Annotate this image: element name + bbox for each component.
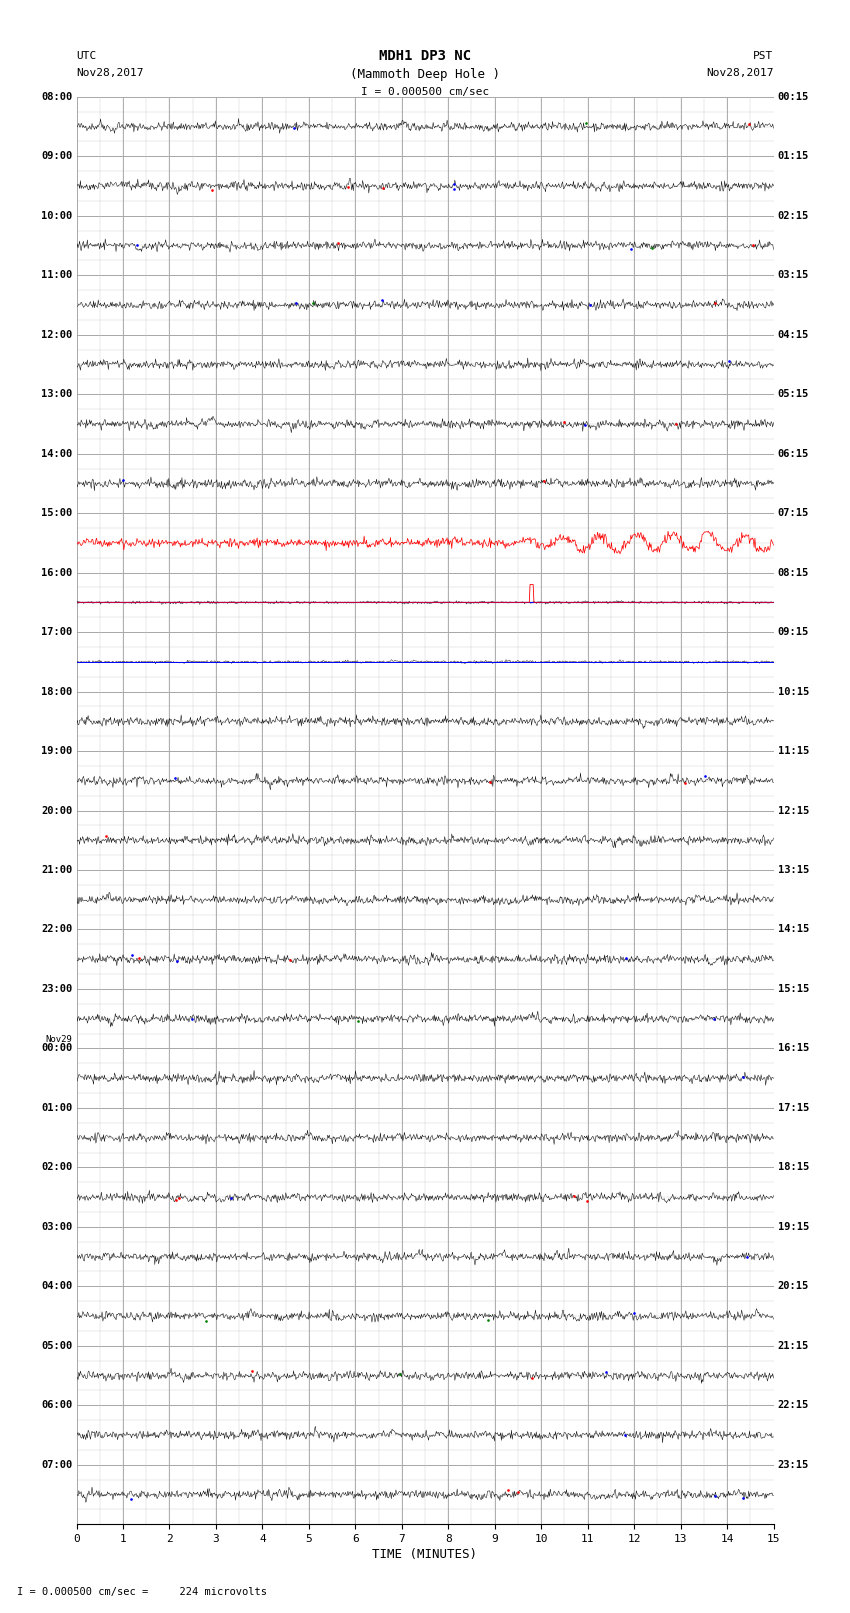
Text: (Mammoth Deep Hole ): (Mammoth Deep Hole ) — [350, 68, 500, 81]
Text: Nov29: Nov29 — [45, 1034, 72, 1044]
Text: 22:00: 22:00 — [41, 924, 72, 934]
Text: 09:15: 09:15 — [778, 627, 809, 637]
Text: 08:00: 08:00 — [41, 92, 72, 102]
Text: 09:00: 09:00 — [41, 152, 72, 161]
Text: 00:15: 00:15 — [778, 92, 809, 102]
Text: 14:15: 14:15 — [778, 924, 809, 934]
Text: I = 0.000500 cm/sec =     224 microvolts: I = 0.000500 cm/sec = 224 microvolts — [17, 1587, 267, 1597]
Text: 13:15: 13:15 — [778, 865, 809, 874]
Text: 12:15: 12:15 — [778, 805, 809, 816]
Text: PST: PST — [753, 52, 774, 61]
Text: 17:00: 17:00 — [41, 627, 72, 637]
Text: 01:00: 01:00 — [41, 1103, 72, 1113]
Text: 03:15: 03:15 — [778, 271, 809, 281]
Text: 19:00: 19:00 — [41, 747, 72, 756]
Text: 08:15: 08:15 — [778, 568, 809, 577]
Text: 16:15: 16:15 — [778, 1044, 809, 1053]
Text: 01:15: 01:15 — [778, 152, 809, 161]
Text: 03:00: 03:00 — [41, 1223, 72, 1232]
X-axis label: TIME (MINUTES): TIME (MINUTES) — [372, 1548, 478, 1561]
Text: 02:15: 02:15 — [778, 211, 809, 221]
Text: 05:00: 05:00 — [41, 1340, 72, 1350]
Text: 12:00: 12:00 — [41, 329, 72, 340]
Text: 04:00: 04:00 — [41, 1281, 72, 1292]
Text: 15:00: 15:00 — [41, 508, 72, 518]
Text: 10:00: 10:00 — [41, 211, 72, 221]
Text: MDH1 DP3 NC: MDH1 DP3 NC — [379, 50, 471, 63]
Text: 11:15: 11:15 — [778, 747, 809, 756]
Text: Nov28,2017: Nov28,2017 — [76, 68, 144, 77]
Text: 20:00: 20:00 — [41, 805, 72, 816]
Text: 17:15: 17:15 — [778, 1103, 809, 1113]
Text: 02:00: 02:00 — [41, 1163, 72, 1173]
Text: UTC: UTC — [76, 52, 97, 61]
Text: 21:00: 21:00 — [41, 865, 72, 874]
Text: 18:00: 18:00 — [41, 687, 72, 697]
Text: 15:15: 15:15 — [778, 984, 809, 994]
Text: 23:00: 23:00 — [41, 984, 72, 994]
Text: Nov28,2017: Nov28,2017 — [706, 68, 774, 77]
Text: 07:00: 07:00 — [41, 1460, 72, 1469]
Text: 22:15: 22:15 — [778, 1400, 809, 1410]
Text: 18:15: 18:15 — [778, 1163, 809, 1173]
Text: 00:00: 00:00 — [41, 1044, 72, 1053]
Text: 06:00: 06:00 — [41, 1400, 72, 1410]
Text: 20:15: 20:15 — [778, 1281, 809, 1292]
Text: 06:15: 06:15 — [778, 448, 809, 458]
Text: 04:15: 04:15 — [778, 329, 809, 340]
Text: 10:15: 10:15 — [778, 687, 809, 697]
Text: 14:00: 14:00 — [41, 448, 72, 458]
Text: 16:00: 16:00 — [41, 568, 72, 577]
Text: 07:15: 07:15 — [778, 508, 809, 518]
Text: 21:15: 21:15 — [778, 1340, 809, 1350]
Text: 11:00: 11:00 — [41, 271, 72, 281]
Text: 13:00: 13:00 — [41, 389, 72, 398]
Text: 19:15: 19:15 — [778, 1223, 809, 1232]
Text: I = 0.000500 cm/sec: I = 0.000500 cm/sec — [361, 87, 489, 97]
Text: 23:15: 23:15 — [778, 1460, 809, 1469]
Text: 05:15: 05:15 — [778, 389, 809, 398]
